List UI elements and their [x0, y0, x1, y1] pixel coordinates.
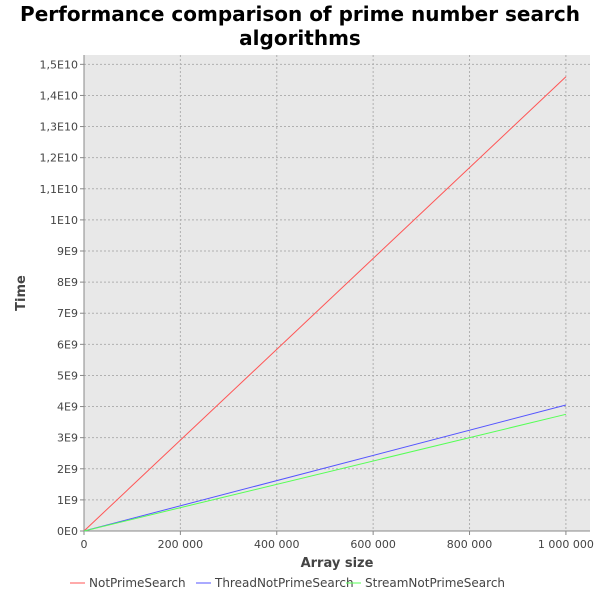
- x-axis-label: Array size: [301, 556, 374, 571]
- legend-label: ThreadNotPrimeSearch: [214, 576, 354, 590]
- y-tick-label: 1,2E10: [40, 152, 78, 165]
- y-tick-label: 1E9: [57, 494, 78, 507]
- gridlines: [84, 55, 590, 531]
- x-tick-label: 400 000: [254, 538, 300, 551]
- y-tick-label: 2E9: [57, 463, 78, 476]
- y-tick-label: 1,1E10: [40, 183, 78, 196]
- y-tick-label: 1,4E10: [40, 89, 78, 102]
- series-line-StreamNotPrimeSearch: [83, 413, 567, 532]
- y-tick-label: 6E9: [57, 338, 78, 351]
- x-tick-label: 0: [81, 538, 88, 551]
- chart-title: Performance comparison of prime number s…: [20, 2, 580, 50]
- y-tick-label: 9E9: [57, 245, 78, 258]
- y-axis-label: Time: [14, 275, 29, 311]
- y-tick-label: 8E9: [57, 276, 78, 289]
- series-line-ThreadNotPrimeSearch: [83, 404, 567, 532]
- y-tick-label: 1E10: [50, 214, 78, 227]
- legend: NotPrimeSearch ThreadNotPrimeSearch Stream…: [70, 576, 505, 590]
- y-tick-label: 4E9: [57, 401, 78, 414]
- y-tick-label: 0E0: [57, 525, 78, 538]
- x-tick-label: 800 000: [447, 538, 493, 551]
- y-tick-label: 1,3E10: [40, 121, 78, 134]
- series-lines: [83, 76, 567, 532]
- tick-labels: 0E0 1E9 2E9 3E9 4E9 5E9 6E9 7E9 8E9 9E9 1E10 1,1E10…: [40, 58, 594, 551]
- y-tick-label: 5E9: [57, 369, 78, 382]
- y-tick-label: 1,5E10: [40, 58, 78, 71]
- axes: [80, 55, 590, 535]
- legend-label: NotPrimeSearch: [89, 576, 186, 590]
- x-tick-label: 1 000 000: [538, 538, 594, 551]
- legend-label: StreamNotPrimeSearch: [365, 576, 505, 590]
- series-line-NotPrimeSearch: [83, 76, 567, 532]
- y-tick-label: 7E9: [57, 307, 78, 320]
- x-tick-label: 200 000: [158, 538, 204, 551]
- y-tick-label: 3E9: [57, 432, 78, 445]
- x-tick-label: 600 000: [350, 538, 396, 551]
